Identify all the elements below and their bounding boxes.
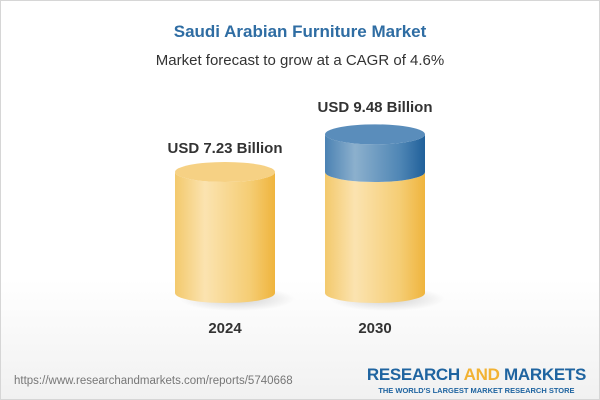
logo-text-2: AND: [463, 365, 500, 384]
source-url[interactable]: https://www.researchandmarkets.com/repor…: [14, 375, 293, 387]
data-label-1: USD 9.48 Billion: [317, 99, 432, 116]
bar-top-0: [175, 162, 275, 182]
category-label-0: 2024: [208, 320, 242, 337]
research-and-markets-logo: RESEARCH AND MARKETS THE WORLD'S LARGEST…: [367, 365, 586, 395]
chart-subtitle: Market forecast to grow at a CAGR of 4.6…: [155, 52, 445, 69]
logo-tagline: THE WORLD'S LARGEST MARKET RESEARCH STOR…: [378, 386, 575, 395]
bar-base-0: [175, 172, 275, 303]
bar-top-1: [325, 124, 425, 145]
logo-text-3: MARKETS: [499, 365, 586, 384]
category-label-1: 2030: [358, 320, 391, 337]
logo-text-1: RESEARCH: [366, 365, 464, 384]
bar-growth-1: [325, 134, 425, 182]
data-label-0: USD 7.23 Billion: [167, 140, 282, 157]
bar-base-1: [325, 172, 425, 303]
chart-title: Saudi Arabian Furniture Market: [173, 22, 427, 41]
